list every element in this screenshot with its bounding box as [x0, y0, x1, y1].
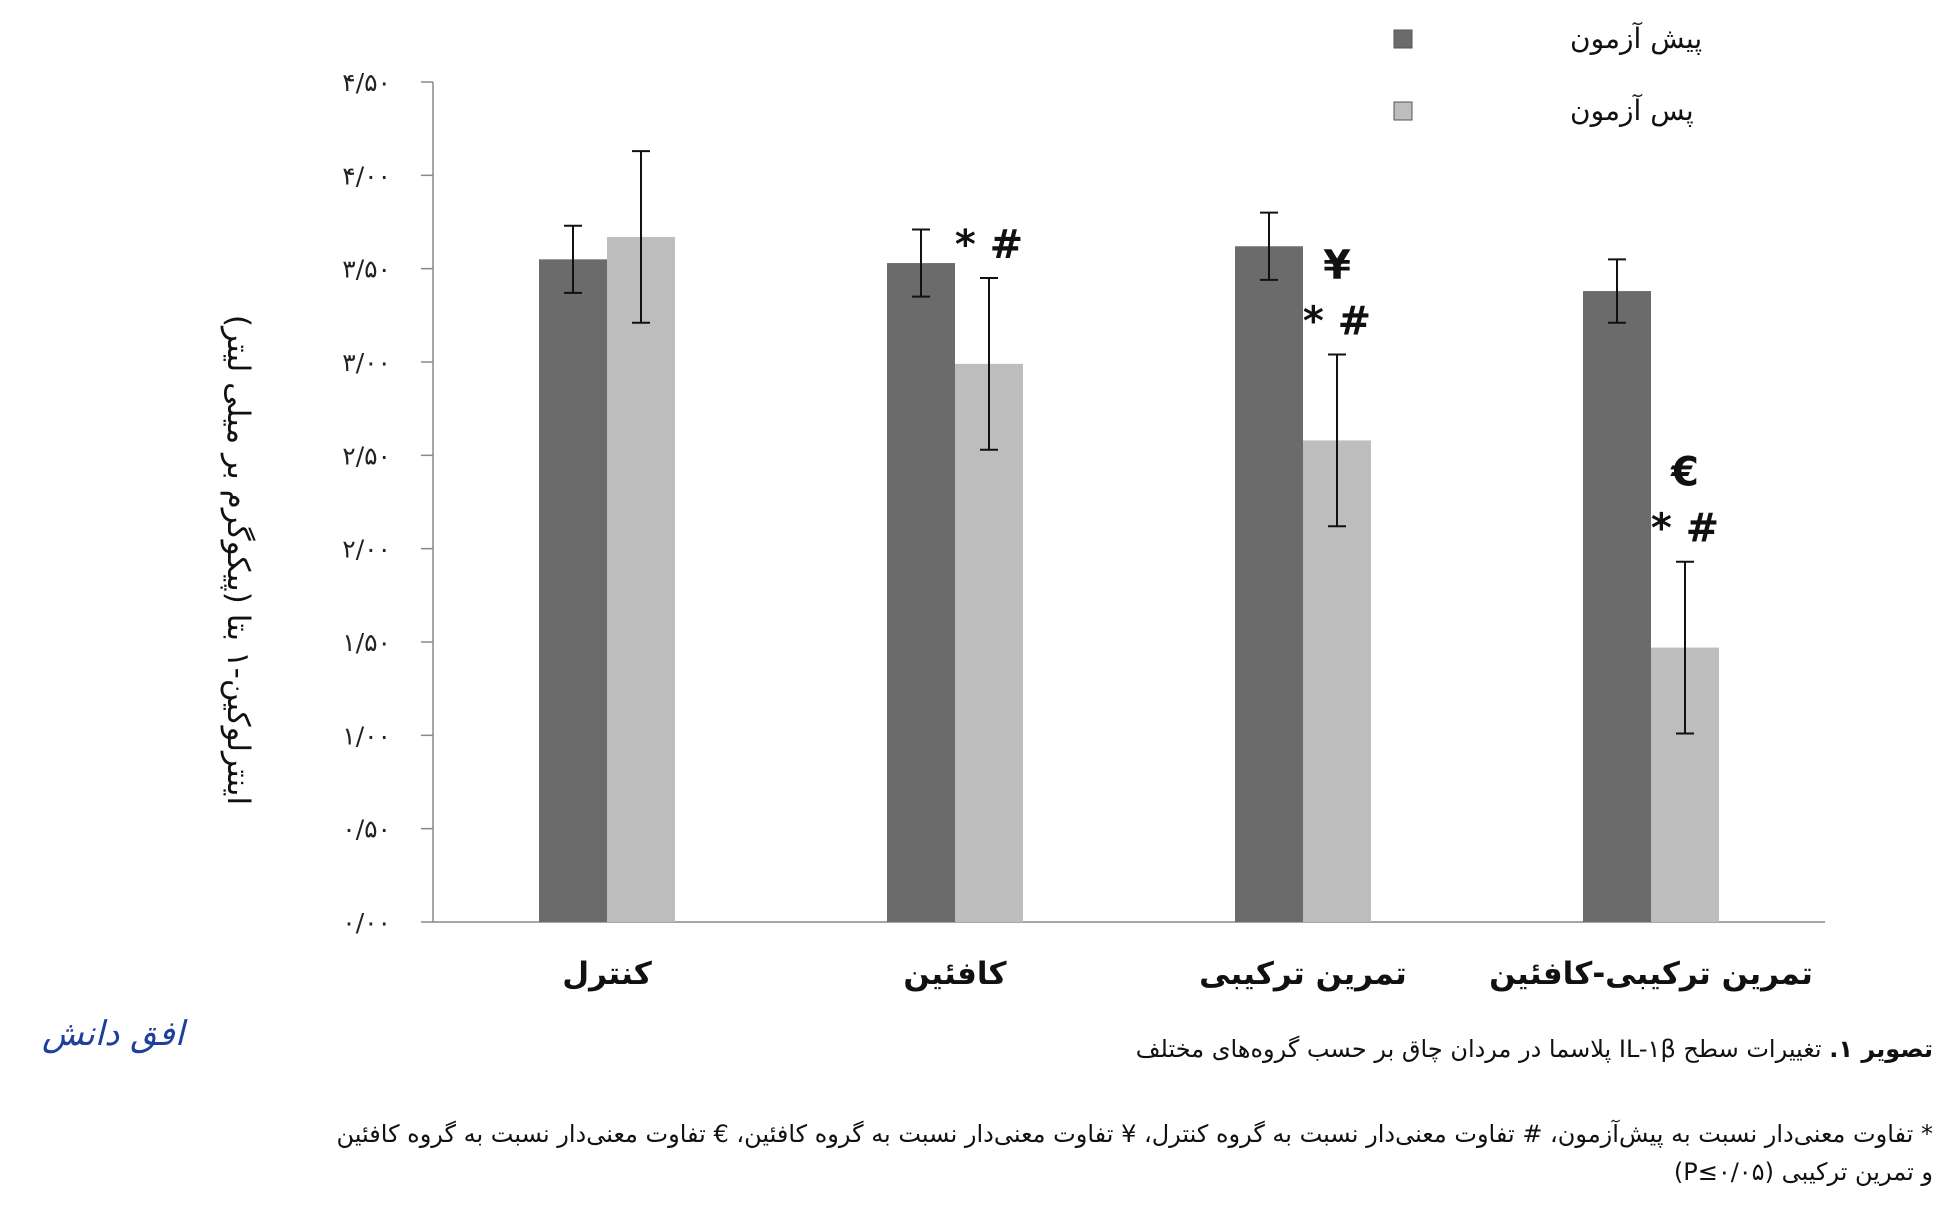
y-tick-label: ۰/۵۰: [342, 815, 391, 844]
y-tick-label: ۴/۰۰: [342, 161, 391, 190]
x-tick-label: تمرین ترکیبی-کافئین: [1489, 956, 1813, 992]
bar: [1583, 291, 1651, 923]
figure-notes: * تفاوت معنی‌دار نسبت به پیش‌آزمون، # تف…: [40, 1115, 1933, 1191]
significance-markers: * # ¥ * # € * #: [955, 222, 1719, 552]
y-axis-label: اینترلوکین-۱ بتا (پیکوگرم بر میلی لیتر): [220, 315, 256, 805]
y-tick-label: ۲/۵۰: [342, 441, 391, 470]
bar: [607, 236, 675, 922]
x-tick-label: تمرین ترکیبی: [1199, 956, 1407, 992]
y-tick-label: ۳/۵۰: [342, 255, 391, 284]
y-tick-label: ۰/۰۰: [342, 908, 391, 937]
bar: [887, 263, 955, 923]
legend-swatch: [1393, 101, 1413, 121]
y-tick-label: ۴/۵۰: [342, 68, 391, 97]
notes-line-2: و تمرین ترکیبی (P≤۰/۰۵): [1673, 1158, 1933, 1186]
legend-swatch: [1393, 29, 1413, 49]
notes-line-1: * تفاوت معنی‌دار نسبت به پیش‌آزمون، # تف…: [336, 1120, 1933, 1148]
significance-marker: * #: [1651, 506, 1719, 552]
y-tick-label: ۱/۵۰: [342, 628, 391, 657]
caption-label: تصویر ۱.: [1829, 1035, 1933, 1063]
legend-label: پس آزمون: [1570, 94, 1694, 127]
x-tick-label: کنترل: [562, 956, 652, 992]
y-tick-label: ۳/۰۰: [342, 348, 391, 377]
x-tick-label: کافئین: [903, 956, 1007, 992]
bars: [539, 236, 1719, 923]
y-tick-label: ۲/۰۰: [342, 535, 391, 564]
legend-label: پیش آزمون: [1570, 22, 1702, 55]
bar-chart: ۰/۰۰ ۰/۵۰ ۱/۰۰ ۱/۵۰ ۲/۰۰ ۲/۵۰ ۳/۰۰ ۳/۵۰ ۴/۰۰ ۴/۵۰…: [220, 22, 1825, 992]
y-axis: ۰/۰۰ ۰/۵۰ ۱/۰۰ ۱/۵۰ ۲/۰۰ ۲/۵۰ ۳/۰۰ ۳/۵۰ ۴/۰۰ ۴/۵۰: [342, 68, 434, 937]
bar: [539, 259, 607, 922]
significance-marker: €: [1670, 450, 1699, 496]
x-axis: کنترل کافئین تمرین ترکیبی تمرین ترکیبی-کافئ…: [433, 921, 1825, 992]
significance-marker: * #: [1303, 299, 1371, 345]
significance-marker: * #: [955, 222, 1023, 268]
bar: [955, 363, 1023, 922]
figure-caption: تصویر ۱. تغییرات سطح IL-۱β پلاسما در مرد…: [1136, 1035, 1933, 1063]
caption-text: تغییرات سطح IL-۱β پلاسما در مردان چاق بر…: [1135, 1035, 1822, 1063]
legend: پیش آزمون پس آزمون: [1393, 22, 1702, 127]
significance-marker: ¥: [1323, 243, 1351, 289]
y-tick-label: ۱/۰۰: [342, 721, 391, 750]
bar: [1235, 246, 1303, 922]
error-bars: [564, 150, 1694, 735]
journal-logo: افق دانش: [42, 1014, 185, 1054]
